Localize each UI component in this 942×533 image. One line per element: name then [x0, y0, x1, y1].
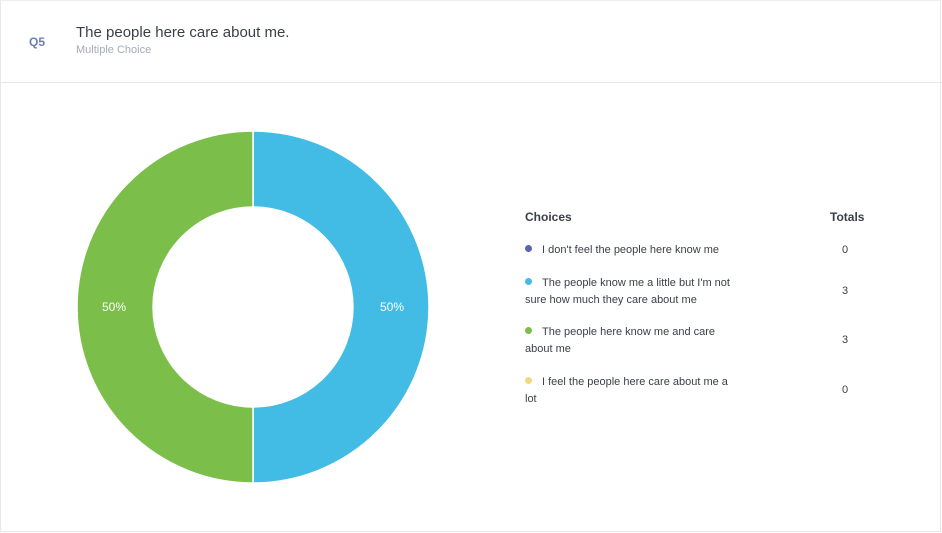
legend-label: I feel the people here care about me a l… — [525, 374, 740, 408]
choices-header: Choices — [525, 210, 572, 224]
legend-label: The people know me a little but I'm not … — [525, 275, 740, 309]
totals-header: Totals — [830, 210, 865, 224]
donut-slice — [76, 130, 254, 484]
legend-text: The people here know me and care about m… — [525, 326, 716, 355]
legend-label: I don't feel the people here know me — [525, 242, 740, 259]
slice-label: 50% — [380, 300, 404, 314]
legend-total: 0 — [842, 244, 849, 256]
legend-text: I feel the people here care about me a l… — [525, 376, 728, 405]
question-type: Multiple Choice — [76, 44, 152, 56]
slice-label: 50% — [102, 300, 126, 314]
donut-slice — [252, 130, 430, 484]
legend-dot-icon — [525, 245, 532, 252]
legend-dot-icon — [525, 377, 532, 384]
legend-label: The people here know me and care about m… — [525, 324, 740, 358]
legend-dot-icon — [525, 327, 532, 334]
legend-text: I don't feel the people here know me — [542, 244, 719, 256]
legend-total: 3 — [842, 285, 849, 297]
legend-total: 3 — [842, 334, 849, 346]
question-header: Q5 The people here care about me. Multip… — [1, 1, 942, 83]
question-title: The people here care about me. — [76, 24, 290, 41]
donut-chart: 50% 50% — [76, 130, 430, 484]
legend-text: The people know me a little but I'm not … — [525, 277, 730, 306]
question-number: Q5 — [29, 35, 46, 49]
legend-total: 0 — [842, 384, 849, 396]
legend-dot-icon — [525, 278, 532, 285]
